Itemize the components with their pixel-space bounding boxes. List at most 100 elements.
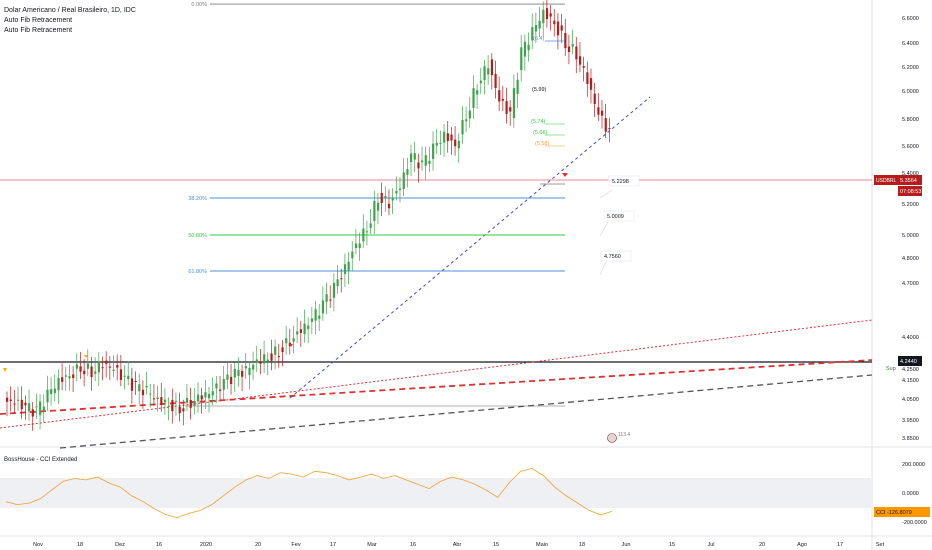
time-axis-label: 15 (493, 542, 499, 548)
flag-icon (607, 433, 617, 443)
candle-body (432, 143, 435, 159)
candle-body (310, 318, 314, 322)
candle-body (578, 56, 582, 65)
candle-body (560, 25, 563, 31)
candle-body (406, 169, 409, 175)
black-dashed-trendline (59, 374, 873, 449)
fib-0-label: 0.00% (191, 2, 207, 8)
candle-body (593, 93, 596, 105)
time-axis-label: 15 (669, 542, 675, 548)
candle-body (20, 399, 23, 410)
candle-body (130, 378, 134, 391)
time-axis-label: 20 (255, 542, 261, 548)
projection-2-box (603, 210, 635, 222)
signal-marker (84, 355, 88, 358)
candle-body (296, 331, 299, 335)
candle-body (410, 153, 413, 163)
price-axis-tick: 6.0000 (902, 89, 919, 95)
price-axis-tick: 4.8000 (902, 256, 919, 262)
candle-body (531, 27, 534, 41)
cci-band (0, 478, 872, 508)
time-axis-label: Nov (33, 542, 43, 548)
countdown-label: 07:08:53 (900, 189, 921, 195)
candle-body (358, 243, 361, 248)
candle-body (586, 72, 589, 84)
cci-value-label: CCI -126.8079 (876, 510, 912, 516)
candle-body (483, 66, 486, 81)
fib-50-label: 50.00% (188, 233, 207, 239)
price-axis-tick: 6.4000 (902, 41, 919, 47)
candle-body (465, 119, 468, 122)
candle-body (571, 43, 574, 47)
candle-body (435, 142, 438, 146)
candle-body (178, 406, 181, 414)
candle-body (454, 139, 457, 147)
cci-axis-tick: 200.0000 (902, 462, 925, 468)
candle-body (226, 374, 229, 380)
candle-body (307, 325, 310, 330)
candle-body (156, 397, 159, 400)
projection-3-label: 4.7560 (604, 254, 621, 260)
time-axis-label: 16 (156, 542, 162, 548)
candle-body (479, 80, 482, 84)
candle-body (556, 21, 560, 36)
candle-body (94, 371, 97, 374)
candle-body (185, 398, 189, 403)
candle-body (42, 406, 45, 411)
signal-marker (562, 173, 568, 177)
red-dashed-trendline (0, 359, 873, 415)
time-axis-label: 2020 (200, 542, 212, 548)
time-axis-label: 18 (77, 542, 83, 548)
candle-body (160, 397, 163, 405)
level-label-r3: (5.58) (535, 141, 550, 147)
candle-body (446, 133, 449, 142)
candle-body (395, 190, 398, 194)
current-price-tag (898, 175, 922, 185)
candle-body (255, 359, 258, 363)
signal-marker (3, 368, 7, 372)
price-axis-tick: 5.0000 (902, 233, 919, 239)
candle-body (424, 155, 427, 166)
candle-body (79, 366, 82, 372)
candle-body (31, 409, 34, 417)
candle-body (163, 399, 167, 403)
candle-body (589, 78, 593, 90)
candle-body (189, 399, 192, 408)
time-axis-label: Abr (453, 542, 462, 548)
candle-body (83, 370, 86, 375)
indicator-label-2[interactable]: Auto Fib Retracement (4, 27, 73, 34)
candle-body (314, 309, 317, 321)
candle-body (461, 119, 464, 135)
candle-body (292, 338, 295, 342)
candle-body (398, 188, 402, 191)
price-axis-tick: 3.8500 (902, 436, 919, 442)
candle-body (57, 378, 60, 391)
candle-body (215, 383, 218, 389)
candle-body (230, 376, 233, 384)
indicator-label-1[interactable]: Auto Fib Retracement (4, 17, 73, 24)
candle-body (336, 279, 339, 287)
candle-body (582, 66, 585, 68)
candle-body (108, 366, 112, 368)
time-axis-label: Jun (622, 542, 631, 548)
price-axis-tick: 6.6000 (902, 16, 919, 22)
candle-body (13, 403, 16, 405)
projection-connector (599, 221, 609, 237)
cci-value-tag (874, 507, 930, 517)
candle-body (476, 90, 479, 95)
candle-body (39, 401, 42, 416)
candle-body (174, 400, 178, 402)
price-axis-tick: 4.1500 (902, 378, 919, 384)
candle-body (68, 376, 71, 379)
candle-body (527, 44, 530, 51)
candle-body (325, 294, 328, 302)
candle-body (450, 134, 453, 141)
candle-body (281, 347, 284, 353)
price-axis-tick: 4.7000 (902, 281, 919, 287)
price-axis-tick: 5.6000 (902, 144, 919, 150)
candle-body (24, 402, 27, 406)
projection-2-label: 5.0009 (607, 214, 624, 220)
candle-body (112, 369, 115, 371)
